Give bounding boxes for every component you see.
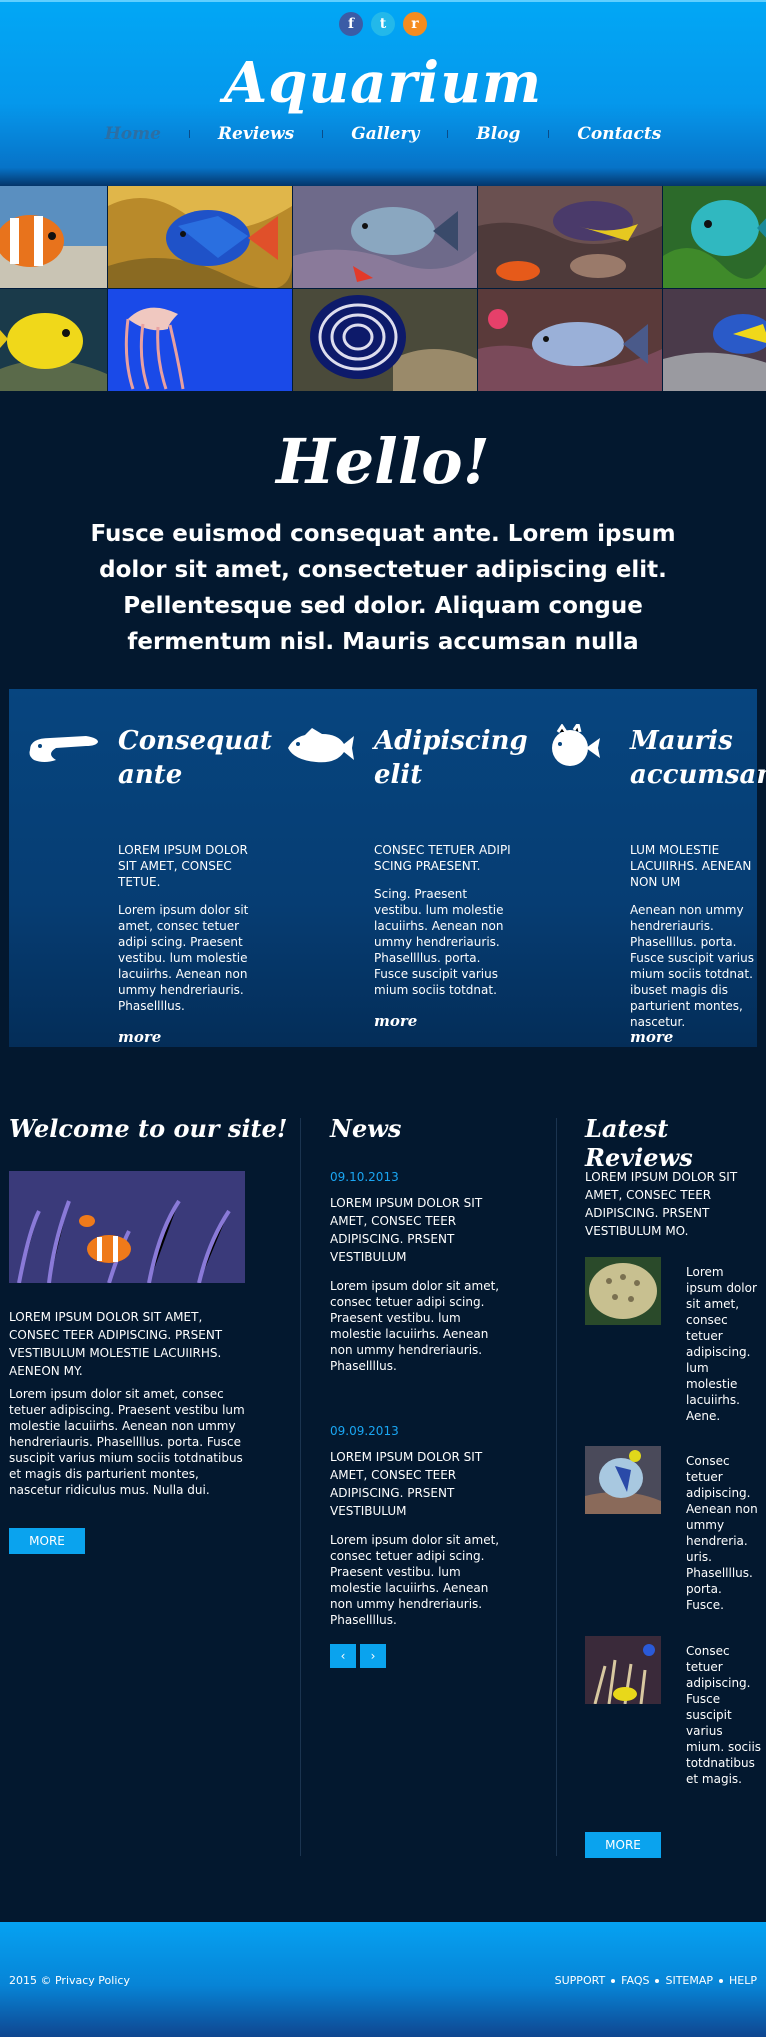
- twitter-icon[interactable]: t: [371, 12, 395, 36]
- review-thumb[interactable]: [585, 1257, 661, 1325]
- main-nav: Home Reviews Gallery Blog Contacts: [0, 124, 766, 144]
- gallery-photo[interactable]: [663, 289, 766, 391]
- review-thumb[interactable]: [585, 1446, 661, 1514]
- welcome-caps: LOREM IPSUM DOLOR SIT AMET, CONSEC TEER …: [9, 1310, 223, 1378]
- reviews-heading: Latest Reviews: [585, 1114, 693, 1172]
- nav-item-contacts[interactable]: Contacts: [577, 124, 662, 144]
- gallery-photo[interactable]: [0, 186, 107, 288]
- feature-title: Consequat ante: [118, 726, 273, 790]
- feature-text: Lorem ipsum dolor sit amet, consec tetue…: [118, 903, 249, 1013]
- feature-title: Adipiscing elit: [374, 726, 528, 790]
- facebook-icon[interactable]: f: [339, 12, 363, 36]
- gallery-photo[interactable]: [478, 289, 662, 391]
- fish-gallery: [0, 186, 766, 391]
- welcome-heading: Welcome to our site!: [9, 1114, 288, 1143]
- gallery-photo[interactable]: [108, 289, 292, 391]
- footer-link-sitemap[interactable]: SITEMAP: [665, 1974, 714, 1987]
- gallery-photo[interactable]: [478, 186, 662, 288]
- nav-separator: [188, 130, 190, 138]
- nav-separator: [548, 130, 550, 138]
- copyright-text[interactable]: 2015 © Privacy Policy: [9, 1974, 130, 1987]
- feature-more-link[interactable]: more: [118, 1028, 162, 1046]
- welcome-more-button[interactable]: MORE: [9, 1528, 85, 1554]
- footer-link-support[interactable]: SUPPORT: [554, 1974, 606, 1987]
- site-header: f t r Aquarium Home Reviews Gallery Blog…: [0, 0, 766, 186]
- nav-item-home[interactable]: Home: [104, 124, 161, 144]
- review-thumb[interactable]: [585, 1636, 661, 1704]
- news-text: Lorem ipsum dolor sit amet, consec tetue…: [330, 1533, 500, 1627]
- feature-text: Scing. Praesent vestibu. lum molestie la…: [374, 887, 504, 997]
- footer-separator: [655, 1978, 660, 1983]
- puffer-icon: [552, 724, 600, 766]
- welcome-text: Lorem ipsum dolor sit amet, consec tetue…: [9, 1387, 245, 1497]
- news-date: 09.09.2013: [330, 1424, 399, 1438]
- gallery-photo[interactable]: [663, 186, 766, 288]
- reviews-more-button[interactable]: MORE: [585, 1832, 661, 1858]
- footer-links: SUPPORT FAQS SITEMAP HELP: [555, 1974, 757, 1987]
- footer-link-help[interactable]: HELP: [729, 1974, 757, 1987]
- column-divider: [300, 1118, 301, 1856]
- nav-item-blog[interactable]: Blog: [476, 124, 521, 144]
- social-links: f t r: [0, 12, 766, 36]
- news-heading: News: [330, 1114, 402, 1143]
- nav-separator: [447, 130, 449, 138]
- news-text: Lorem ipsum dolor sit amet, consec tetue…: [330, 1279, 500, 1373]
- rss-icon[interactable]: r: [403, 12, 427, 36]
- footer-link-faqs[interactable]: FAQS: [621, 1974, 650, 1987]
- review-text: Consec tetuer adipiscing. Fusce suscipit…: [686, 1644, 762, 1786]
- feature-more-link[interactable]: more: [630, 1028, 674, 1046]
- intro-text: Fusce euismod consequat ante. Lorem ipsu…: [90, 521, 676, 655]
- review-text: Lorem ipsum dolor sit amet, consec tetue…: [686, 1265, 757, 1423]
- site-footer: 2015 © Privacy Policy SUPPORT FAQS SITEM…: [0, 1922, 766, 2037]
- welcome-photo: [9, 1171, 245, 1283]
- news-caps[interactable]: LOREM IPSUM DOLOR SIT AMET, CONSEC TEER …: [330, 1196, 483, 1264]
- hello-title: Hello!: [276, 425, 490, 498]
- news-next-button[interactable]: ›: [360, 1644, 386, 1668]
- feature-more-link[interactable]: more: [374, 1012, 418, 1030]
- news-prev-button[interactable]: ‹: [330, 1644, 356, 1668]
- grouper-icon: [288, 728, 354, 763]
- feature-title: Mauris accumsan: [630, 726, 766, 790]
- column-divider: [556, 1118, 557, 1856]
- review-text: Consec tetuer adipiscing. Aenean non umm…: [686, 1454, 758, 1612]
- gallery-photo[interactable]: [0, 289, 107, 391]
- site-logo[interactable]: Aquarium: [223, 50, 543, 116]
- feature-caps: CONSEC TETUER ADIPI SCING PRAESENT.: [374, 843, 511, 873]
- gallery-photo[interactable]: [293, 186, 477, 288]
- features-panel: Consequat ante LOREM IPSUM DOLOR SIT AME…: [9, 689, 766, 1047]
- gallery-photo[interactable]: [108, 186, 292, 288]
- reviews-caps: LOREM IPSUM DOLOR SIT AMET, CONSEC TEER …: [585, 1170, 738, 1238]
- news-date: 09.10.2013: [330, 1170, 399, 1184]
- feature-caps: LUM MOLESTIE LACUIIRHS. AENEAN NON UM: [630, 843, 752, 889]
- nav-separator: [322, 130, 324, 138]
- feature-text: Aenean non ummy hendreriauris. Phasellll…: [630, 903, 754, 1029]
- nav-item-gallery[interactable]: Gallery: [351, 124, 420, 144]
- eel-icon: [29, 736, 98, 762]
- footer-separator: [719, 1978, 724, 1983]
- nav-item-reviews[interactable]: Reviews: [217, 124, 295, 144]
- gallery-photo[interactable]: [293, 289, 477, 391]
- footer-separator: [611, 1978, 616, 1983]
- feature-caps: LOREM IPSUM DOLOR SIT AMET, CONSEC TETUE…: [118, 843, 248, 889]
- news-caps[interactable]: LOREM IPSUM DOLOR SIT AMET, CONSEC TEER …: [330, 1450, 483, 1518]
